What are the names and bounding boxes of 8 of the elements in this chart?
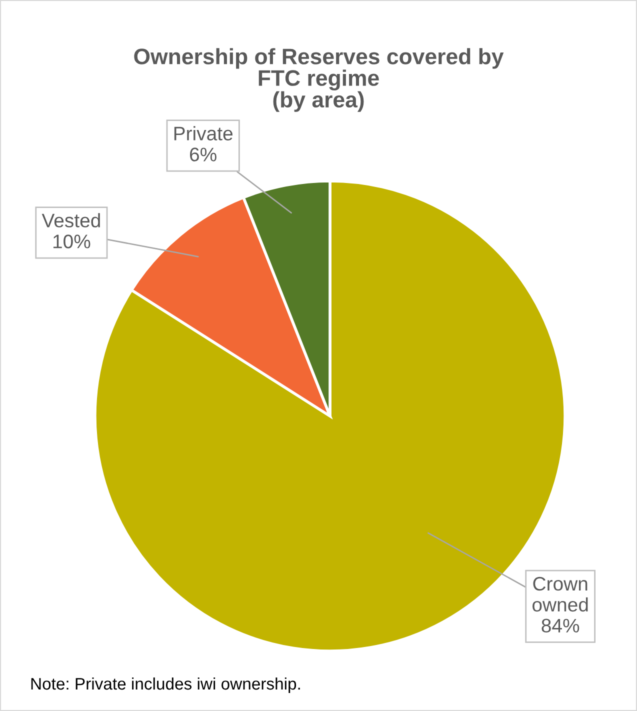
- chart-title: Ownership of Reserves covered by FTC regime (by area): [134, 48, 504, 112]
- data-label: 6%: [190, 148, 216, 162]
- data-label: 10%: [53, 234, 90, 248]
- slice-label: Crown owned: [532, 576, 588, 612]
- data-label: 84%: [542, 618, 580, 633]
- slice-label: Private: [174, 126, 232, 140]
- slice-label: Vested: [42, 213, 100, 228]
- text: Note: Private includes iwi ownership.: [31, 677, 300, 693]
